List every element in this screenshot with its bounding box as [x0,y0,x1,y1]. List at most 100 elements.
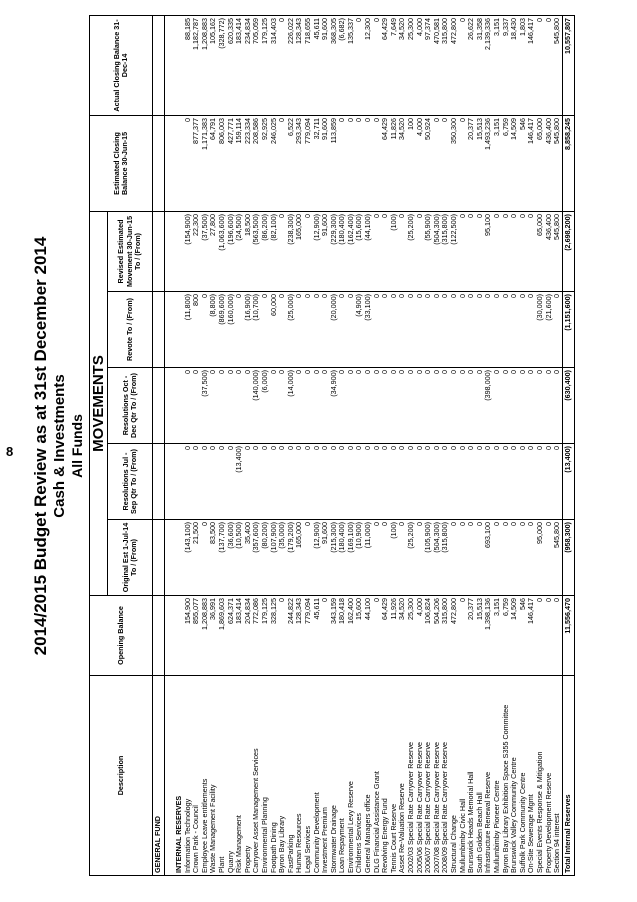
cell-resolutions-q1: 0 [312,443,322,520]
table-row: 2008/09 Special Rate Carryover Reserve 31… [441,15,450,876]
row-description: Mullumbimby Pioneer Centre [492,675,502,876]
cell-resolutions-q2: 0 [364,367,373,444]
cell-actual-closing: 26,622 [467,15,476,116]
row-description: Total Internal Reserves [562,675,575,876]
cell-revote: 0 [303,291,313,368]
cell-resolutions-q2: 0 [424,367,433,444]
row-description: Brunswick Heads Memorial Hall [467,675,476,876]
cell-actual-closing: 0 [544,15,554,116]
cell-original-estimate: (179,200) [286,519,296,596]
table-row: Mullumbimby Civic Hall00000000 [458,15,468,876]
report-fund-scope: All Funds [69,414,85,478]
cell-resolutions-q2: 0 [518,367,528,444]
cell-original-estimate: 0 [501,519,511,596]
cell-original-estimate: (137,700) [217,519,227,596]
cell-estimated-closing: 0 [364,115,373,212]
cell-opening-balance: 25,300 [407,595,416,676]
cell-revote: (25,000) [286,291,296,368]
cell-resolutions-q1: 0 [338,443,347,520]
cell-resolutions-q2: (14,000) [286,367,296,444]
cell-estimated-closing: 246,025 [269,115,279,212]
cell-revised-movement: (2,698,200) [562,211,575,292]
cell-resolutions-q2: 0 [295,367,304,444]
row-description: Property Development Reserve [544,675,554,876]
cell-estimated-closing: 32,711 [312,115,322,212]
cell-resolutions-q1: 0 [407,443,416,520]
cell-actual-closing: 31,358 [475,15,485,116]
cell-resolutions-q2: (6,000) [260,367,270,444]
table-row: General Managers office44,100(11,000)00(… [364,15,373,876]
cell-opening-balance: 204,834 [243,595,253,676]
cell-revised-movement: 545,800 [553,211,563,292]
cell-revote: 0 [518,291,528,368]
row-description: Brunswick Valley Community Centre [510,675,519,876]
cell-actual-closing: 105,162 [209,15,218,116]
cell-original-estimate: 165,000 [295,519,304,596]
cell-revised-movement: 0 [467,211,476,292]
cell-estimated-closing: 64,791 [209,115,218,212]
table-row: Brunswick Valley Community Centre14,5090… [510,15,519,876]
table-row: Tennis Court Reserve11,926(100)000(100)1… [389,15,399,876]
cell-resolutions-q2: 0 [217,367,227,444]
cell-resolutions-q1: 0 [510,443,519,520]
row-description: Property [243,675,253,876]
cell-opening-balance: 15,600 [355,595,365,676]
cell-opening-balance: 154,900 [183,595,193,676]
table-row: Revolving Energy Fund64,4290000064,42964… [381,15,390,876]
cell-opening-balance: 34,520 [398,595,408,676]
cell-resolutions-q2: 0 [407,367,416,444]
table-row: Loan Repayment180,418(180,400)000(180,40… [338,15,347,876]
cell-resolutions-q2: 0 [527,367,536,444]
cell-revised-movement: 0 [510,211,519,292]
cell-revote: 0 [321,291,330,368]
cell-original-estimate: (143,100) [183,519,193,596]
cell-revised-movement: (37,500) [200,211,210,292]
cell-opening-balance: 106,824 [424,595,433,676]
cell-estimated-closing: 0 [458,115,468,212]
cell-revote: (1,151,600) [562,291,575,368]
cell-estimated-closing: 0 [338,115,347,212]
cell-estimated-closing: 293,343 [295,115,304,212]
cell-estimated-closing: 159,114 [235,115,244,212]
cell-actual-closing: 12,300 [364,15,373,116]
cell-opening-balance: 315,800 [441,595,450,676]
cell-opening-balance: 855,077 [192,595,201,676]
row-description: Section 94 interest [553,675,563,876]
cell-resolutions-q1: 0 [260,443,270,520]
row-description: Stormwater Drainage [329,675,339,876]
cell-estimated-closing: 14,509 [510,115,519,212]
cell-estimated-closing: 0 [278,115,287,212]
cell-resolutions-q1: 0 [321,443,330,520]
cell-revote: 0 [381,291,390,368]
row-description: Footpath Dining [269,675,279,876]
table-row: 2006/07 Special Rate Carryover Reserve 10… [424,15,433,876]
page-number: 8 [6,444,14,459]
cell-original-estimate: 95,000 [535,519,545,596]
reserves-table: Description Opening Balance MOVEMENTS Es… [89,15,575,876]
cell-opening-balance: 772,086 [252,595,261,676]
cell-resolutions-q2: 0 [475,367,485,444]
cell-resolutions-q1: 0 [381,443,390,520]
cell-original-estimate: (958,300) [562,519,575,596]
cell-opening-balance: 15,513 [475,595,485,676]
cell-revote: (21,600) [544,291,554,368]
cell-estimated-closing: 64,429 [381,115,390,212]
cell-resolutions-q1: 0 [200,443,210,520]
cell-opening-balance: 11,926 [389,595,399,676]
cell-revote: 0 [467,291,476,368]
cell-estimated-closing: 11,826 [389,115,399,212]
cell-actual-closing: 314,403 [269,15,279,116]
cell-original-estimate: 0 [467,519,476,596]
cell-actual-closing: 234,834 [243,15,253,116]
cell-opening-balance: 146,417 [527,595,536,676]
cell-revote: (869,600) [217,291,227,368]
table-row: On-Site Sewerage Mgmt146,41700000146,417… [527,15,536,876]
table-row: Carryover Asset Management Services 772,0… [252,15,261,876]
cell-original-estimate: 0 [303,519,313,596]
cell-revised-movement: 0 [303,211,313,292]
cell-original-estimate: (357,600) [252,519,261,596]
cell-resolutions-q1: 0 [527,443,536,520]
cell-revised-movement: 0 [372,211,382,292]
cell-revote: 0 [553,291,563,368]
cell-revote: 0 [501,291,511,368]
